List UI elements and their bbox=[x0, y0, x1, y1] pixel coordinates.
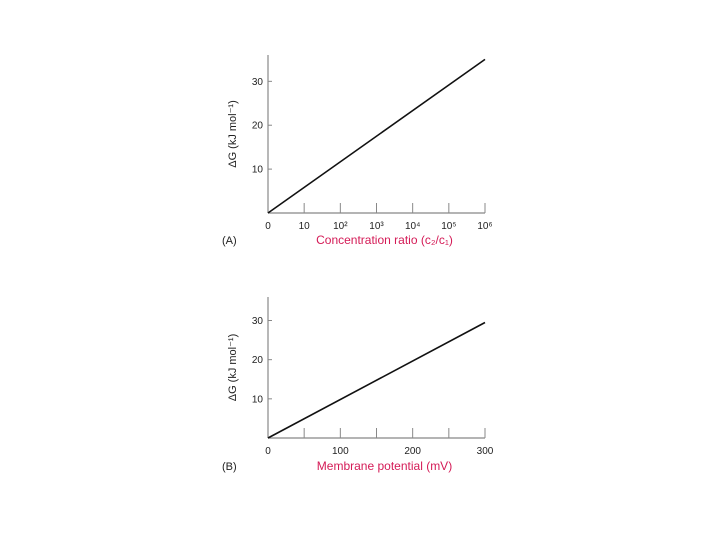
chart-panel-a: 10 20 30 0 10 10² 10³ 10⁴ 10⁵ 10⁶ ΔG (kJ mol⁻¹) Con… bbox=[222, 55, 493, 247]
x-tick-label: 10⁶ bbox=[477, 221, 492, 232]
x-axis-label: Membrane potential (mV) bbox=[317, 459, 452, 473]
x-tick-label: 10⁴ bbox=[405, 221, 420, 232]
x-tick-label: 10⁵ bbox=[441, 221, 456, 232]
y-tick-label: 20 bbox=[252, 121, 264, 132]
y-tick-label: 20 bbox=[252, 355, 264, 366]
x-axis-label: Concentration ratio (c₂/c₁) bbox=[316, 233, 453, 247]
x-tick-label: 10 bbox=[299, 221, 311, 232]
y-axis-label: ΔG (kJ mol⁻¹) bbox=[227, 100, 239, 168]
x-tick-label: 10³ bbox=[369, 221, 384, 232]
y-tick-label: 10 bbox=[252, 165, 264, 176]
series-line bbox=[267, 58, 486, 214]
y-tick-label: 30 bbox=[252, 77, 264, 88]
x-tick-label: 300 bbox=[477, 446, 494, 457]
y-axis-label: ΔG (kJ mol⁻¹) bbox=[227, 334, 239, 402]
x-tick-label: 200 bbox=[404, 446, 421, 457]
x-tick-label: 10² bbox=[333, 221, 348, 232]
x-tick-label: 0 bbox=[265, 446, 271, 457]
series-line bbox=[267, 321, 486, 439]
x-tick-label: 0 bbox=[265, 221, 271, 232]
panel-label: (A) bbox=[222, 235, 237, 247]
y-tick-label: 10 bbox=[252, 394, 264, 405]
panel-label: (B) bbox=[222, 461, 237, 473]
x-tick-label: 100 bbox=[332, 446, 349, 457]
y-tick-label: 30 bbox=[252, 316, 264, 327]
